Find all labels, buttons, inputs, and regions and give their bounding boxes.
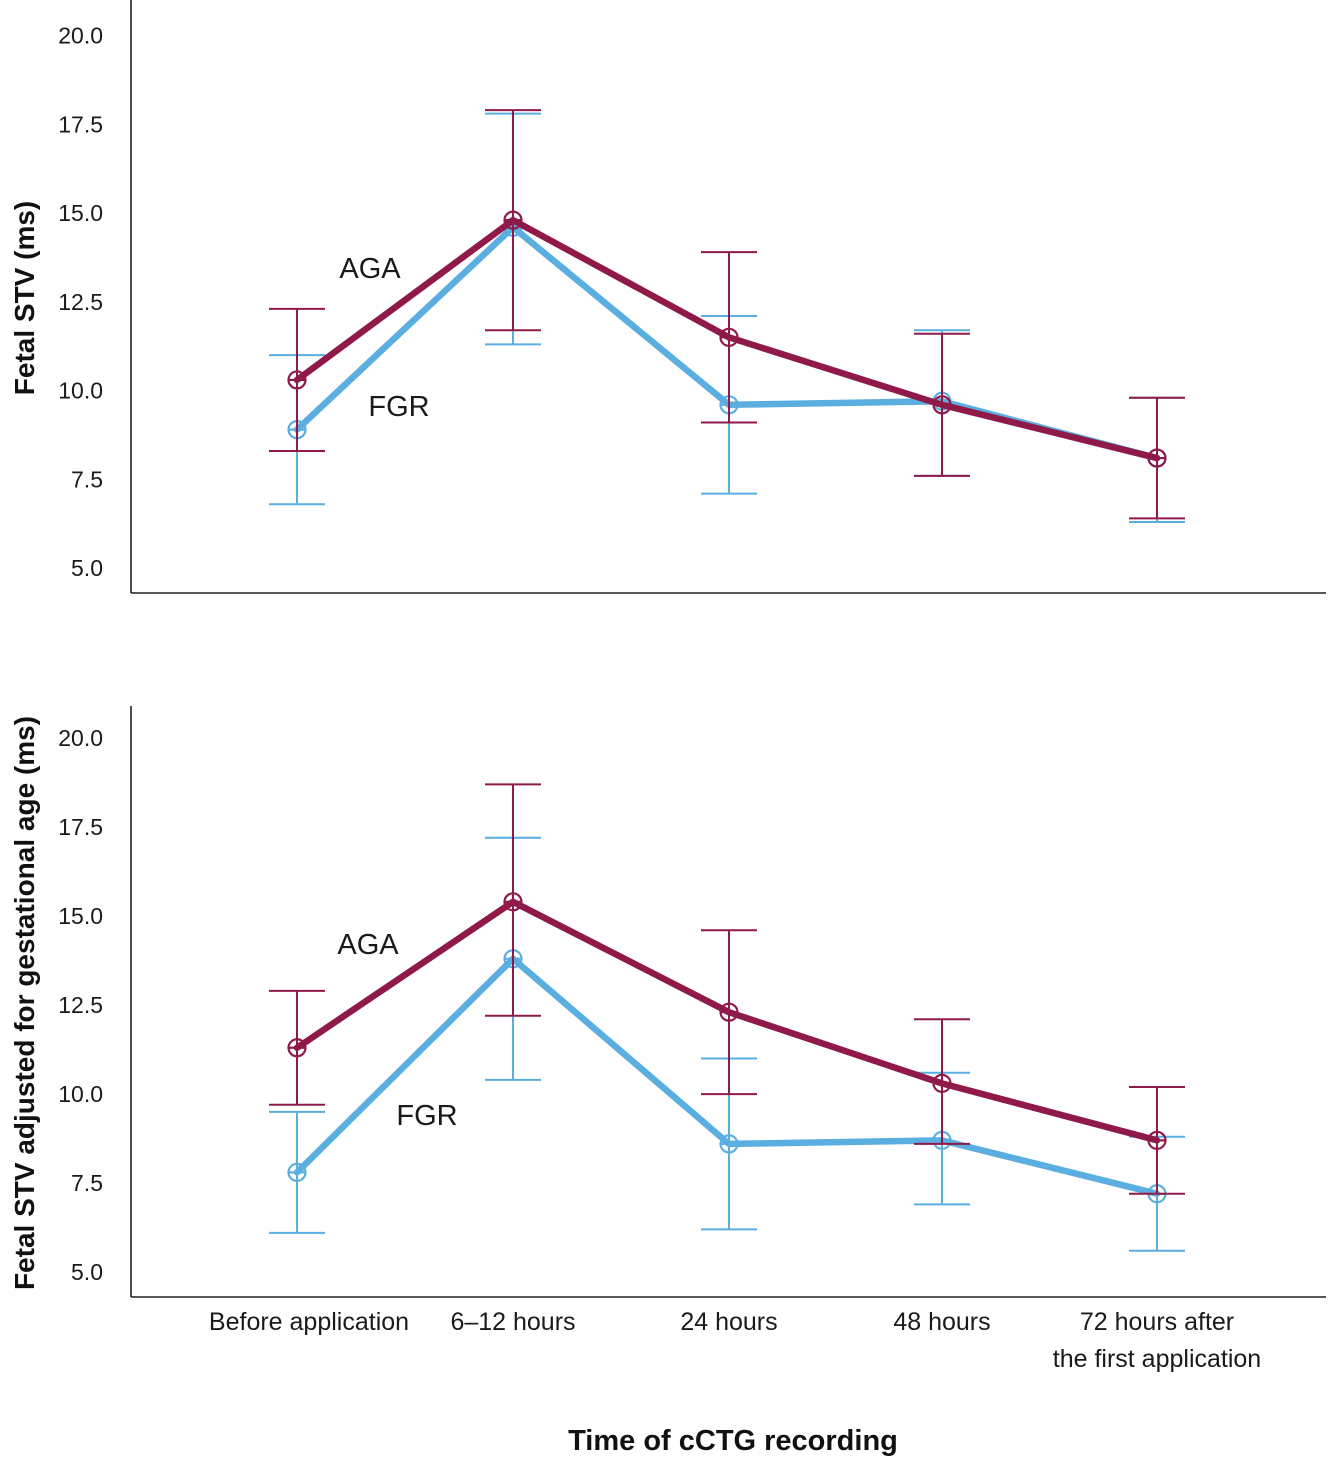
series-label-fgr: FGR: [396, 1100, 457, 1132]
y-tick-label: 17.5: [58, 814, 103, 840]
y-axis-label: Fetal STV (ms): [9, 201, 40, 395]
y-tick-label: 15.0: [58, 903, 103, 929]
y-tick-label: 10.0: [58, 1081, 103, 1107]
y-tick-label: 12.5: [58, 992, 103, 1018]
y-tick-label: 20.0: [58, 725, 103, 751]
panel-bottom: 5.0 7.5 10.0 12.5 15.0 17.5 20.0 Fetal STV adju…: [9, 706, 1326, 1298]
x-tick-label: Before application: [209, 1308, 409, 1336]
series-line-fgr: [293, 955, 1161, 1198]
x-tick-label: 48 hours: [893, 1308, 990, 1336]
x-tick-label: 72 hours after: [1080, 1308, 1234, 1336]
y-tick-label: 7.5: [71, 466, 103, 492]
y-tick-label: 20.0: [58, 23, 103, 49]
y-axis-label: Fetal STV adjusted for gestational age (…: [9, 716, 40, 1290]
y-tick-label: 10.0: [58, 378, 103, 404]
y-tick-label: 17.5: [58, 111, 103, 137]
y-tick-label: 7.5: [71, 1170, 103, 1196]
y-tick-label: 5.0: [71, 555, 103, 581]
series-aga: [269, 109, 1185, 520]
x-category-labels: Before application 6–12 hours 24 hours 48 h…: [209, 1308, 1261, 1373]
series-label-aga: AGA: [339, 253, 401, 285]
x-tick-label: 6–12 hours: [450, 1308, 575, 1336]
x-tick-label: 24 hours: [680, 1308, 777, 1336]
y-tick-label: 12.5: [58, 289, 103, 315]
x-axis-label: Time of cCTG recording: [568, 1425, 898, 1457]
series-aga: [269, 783, 1185, 1195]
y-tick-label: 5.0: [71, 1259, 103, 1285]
series-label-aga: AGA: [337, 929, 399, 961]
y-tick-label: 15.0: [58, 200, 103, 226]
panel-top: 5.0 7.5 10.0 12.5 15.0 17.5 20.0 Fetal STV (ms)…: [9, 0, 1326, 594]
series-fgr: [269, 112, 1185, 523]
series-fgr: [269, 836, 1185, 1252]
series-label-fgr: FGR: [368, 391, 429, 423]
x-tick-label: the first application: [1053, 1345, 1261, 1373]
